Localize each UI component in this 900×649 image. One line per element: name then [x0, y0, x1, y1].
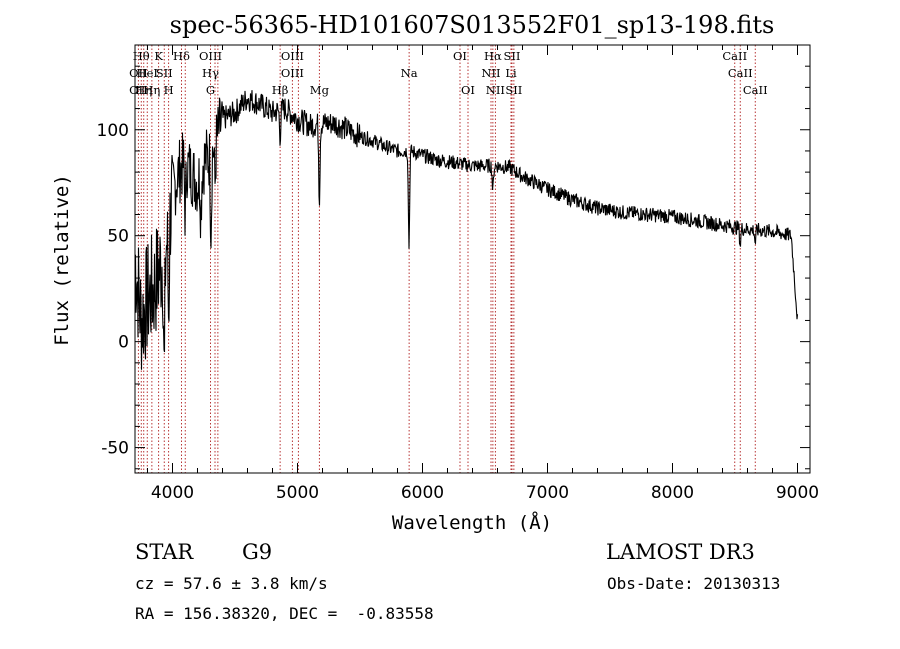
chart-title: spec-56365-HD101607S013552F01_sp13-198.f… [170, 11, 775, 39]
y-tick-label: 0 [118, 333, 129, 353]
line-label-14-0: OIII [281, 49, 304, 63]
line-label-28-0: CaII [743, 83, 768, 97]
line-label-8-0: Hδ [173, 49, 190, 63]
redshift-readout: cz = 57.6 ± 3.8 km/s [135, 574, 328, 593]
line-label-24-0: SII [504, 49, 521, 63]
x-tick-label: 6000 [401, 483, 444, 503]
y-axis-ticks: -50 0 50 100 [97, 44, 810, 470]
line-label-18-0: OI [453, 49, 467, 63]
line-label-4-0: Hη [143, 83, 160, 97]
line-label-22-0: NII [486, 83, 505, 97]
object-subclass: G9 [242, 540, 273, 564]
object-class: STAR [135, 540, 194, 564]
line-label-21-0: Hα [484, 49, 502, 63]
line-label-20-0: NII [481, 66, 500, 80]
line-label-10-0: OIII [199, 49, 222, 63]
coordinates-readout: RA = 156.38320, DEC = -0.83558 [135, 604, 434, 623]
line-label-14-1: OIII [281, 66, 304, 80]
line-label-16-0: Mg [310, 83, 330, 97]
survey-label: LAMOST DR3 [606, 540, 755, 564]
x-tick-label: 7000 [526, 483, 569, 503]
line-label-26-0: CaII [722, 49, 747, 63]
line-label-7-0: H [164, 83, 174, 97]
line-label-23-0: Li [505, 66, 517, 80]
line-label-19-0: OI [461, 83, 475, 97]
x-tick-label: 9000 [776, 483, 819, 503]
line-label-6-0: SII [156, 66, 173, 80]
y-tick-label: 100 [97, 121, 129, 141]
obs-date-readout: Obs-Date: 20130313 [607, 574, 781, 593]
x-axis-ticks: 4000 5000 6000 7000 8000 9000 [147, 45, 819, 503]
spectrum-line [134, 90, 799, 370]
line-label-0-1: OII [129, 83, 148, 97]
line-label-2-0: Hη [135, 83, 152, 97]
x-tick-label: 5000 [276, 483, 319, 503]
line-label-27-0: CaII [728, 66, 753, 80]
line-label-13-0: Hβ [272, 83, 289, 97]
y-axis-label: Flux (relative) [51, 174, 73, 346]
line-label-10-2: G [206, 83, 215, 97]
y-tick-label: -50 [101, 439, 129, 459]
x-tick-label: 8000 [651, 483, 694, 503]
line-label-25-0: SII [505, 83, 522, 97]
line-label-3-0: HeI [137, 66, 158, 80]
line-label-17-0: Na [401, 66, 418, 80]
line-label-1-0: Hθ [133, 49, 150, 63]
y-tick-label: 50 [107, 227, 129, 247]
line-label-5-0: K [154, 49, 163, 63]
spectral-line-labels: OII OII Hθ Hη HeI Hη K SII H Hδ OIII Hγ G Hβ OIII OIII M… [129, 49, 768, 97]
x-axis-label: Wavelength (Å) [392, 511, 552, 534]
line-label-10-1: Hγ [202, 66, 219, 80]
line-label-0-0: OII [129, 66, 148, 80]
x-tick-label: 4000 [151, 483, 194, 503]
